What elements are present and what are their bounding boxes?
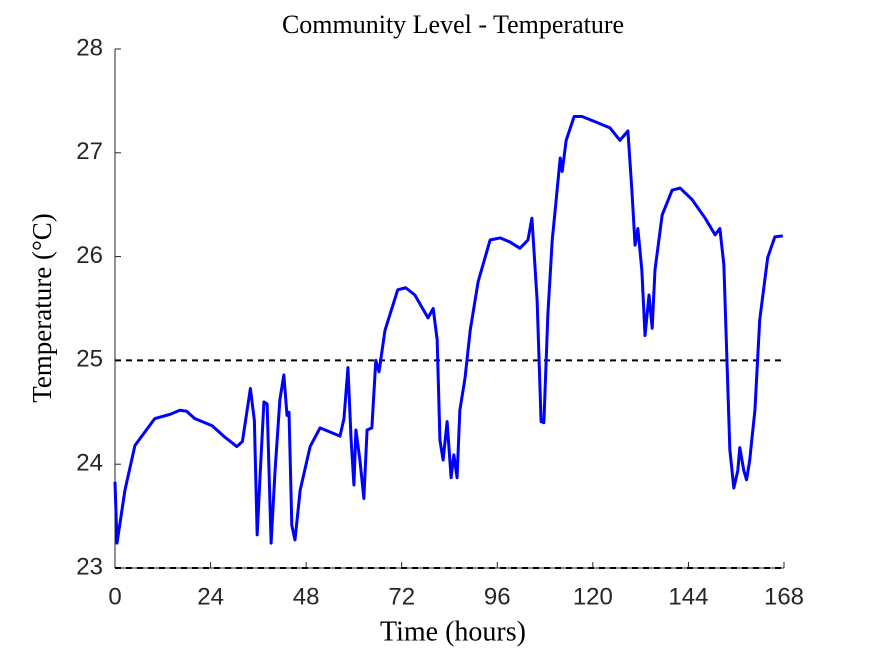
y-tick-label: 28 — [76, 34, 103, 61]
y-tick-label: 23 — [76, 553, 103, 580]
x-tick-label: 96 — [484, 583, 511, 610]
x-tick-label: 168 — [764, 583, 804, 610]
y-tick-label: 24 — [76, 450, 103, 477]
x-tick-label: 120 — [573, 583, 613, 610]
y-tick-label: 26 — [76, 242, 103, 269]
x-axis-label: Time (hours) — [380, 616, 526, 647]
x-tick-label: 144 — [668, 583, 708, 610]
y-tick-label: 27 — [76, 138, 103, 165]
data-line — [113, 114, 784, 545]
y-axis-label: Temperature (°C) — [27, 213, 57, 403]
x-tick-label: 72 — [388, 583, 415, 610]
x-tick-label: 48 — [293, 583, 320, 610]
y-tick-label: 25 — [76, 346, 103, 373]
x-tick-label: 0 — [108, 583, 121, 610]
chart-title: Community Level - Temperature — [282, 10, 624, 39]
x-tick-label: 24 — [197, 583, 224, 610]
